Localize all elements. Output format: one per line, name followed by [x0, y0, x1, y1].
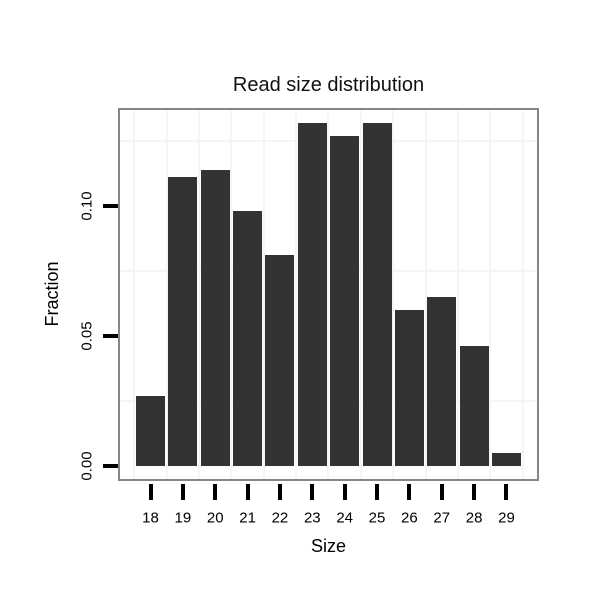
- bar-27: [427, 297, 457, 466]
- gridline-vertical: [133, 110, 136, 479]
- x-tick: [439, 484, 444, 500]
- x-axis-title: Size: [310, 536, 346, 556]
- x-tick-label: 29: [498, 509, 515, 527]
- gridline-vertical: [456, 110, 459, 479]
- gridline-vertical: [327, 110, 330, 479]
- x-tick: [277, 484, 282, 500]
- bar-20: [200, 170, 230, 466]
- y-tick: [103, 464, 118, 468]
- x-tick-label: 25: [368, 509, 386, 527]
- gridline-vertical: [392, 110, 395, 479]
- x-tick-label: 23: [303, 509, 321, 527]
- gridline-vertical: [295, 110, 298, 479]
- y-tick: [103, 334, 118, 338]
- bar-29: [491, 453, 521, 466]
- gridline-vertical: [198, 110, 201, 479]
- x-tick-label: 22: [271, 509, 289, 527]
- y-tick: [103, 204, 118, 208]
- x-tick-label: 20: [206, 509, 224, 527]
- bar-24: [330, 136, 360, 466]
- bar-19: [168, 177, 198, 466]
- x-tick: [148, 484, 153, 500]
- x-tick: [213, 484, 218, 500]
- x-tick: [342, 484, 347, 500]
- gridline-vertical: [262, 110, 265, 479]
- x-tick-label: 24: [336, 509, 353, 527]
- gridline-vertical: [521, 110, 524, 479]
- x-tick: [245, 484, 250, 500]
- gridline-vertical: [424, 110, 427, 479]
- y-tick-label: 0.05: [78, 321, 96, 351]
- x-tick: [472, 484, 477, 500]
- bar-25: [362, 123, 392, 466]
- gridline-vertical: [230, 110, 233, 479]
- gridline-vertical: [165, 110, 168, 479]
- y-tick-label: 0.00: [78, 451, 96, 481]
- x-tick: [375, 484, 380, 500]
- plot-panel: [118, 108, 539, 481]
- x-tick-label: 28: [465, 509, 483, 527]
- x-tick-label: 21: [239, 509, 256, 527]
- bar-21: [233, 211, 263, 466]
- gridline-vertical: [359, 110, 362, 479]
- bar-28: [459, 346, 489, 466]
- x-tick-label: 27: [433, 509, 451, 527]
- x-tick-label: 19: [174, 509, 192, 527]
- x-tick: [504, 484, 509, 500]
- x-tick: [180, 484, 185, 500]
- chart-title: Read size distribution: [232, 74, 425, 96]
- bar-18: [136, 396, 165, 466]
- bar-22: [265, 255, 295, 466]
- x-tick-label: 26: [401, 509, 418, 527]
- bar-26: [394, 310, 424, 466]
- y-tick-label: 0.10: [78, 191, 96, 221]
- x-tick: [310, 484, 315, 500]
- y-axis-title: Fraction: [42, 261, 62, 327]
- x-tick: [407, 484, 412, 500]
- gridline-vertical: [489, 110, 492, 479]
- bar-23: [297, 123, 327, 466]
- x-tick-label: 18: [142, 509, 159, 527]
